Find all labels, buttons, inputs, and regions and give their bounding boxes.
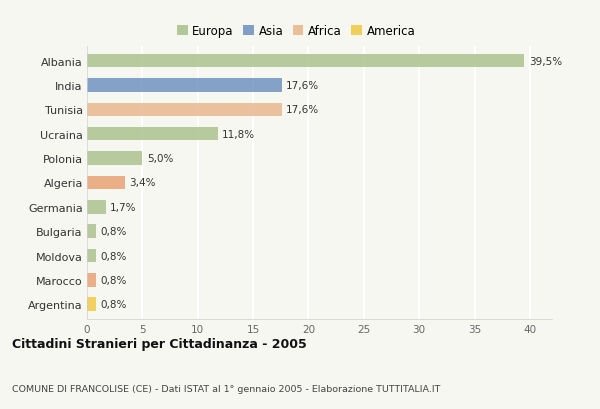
Bar [87,176,125,190]
Text: 5,0%: 5,0% [147,154,173,164]
Bar [87,225,96,238]
Bar [87,298,96,311]
Bar [87,103,282,117]
Bar [87,274,96,287]
Text: 1,7%: 1,7% [110,202,137,212]
Text: COMUNE DI FRANCOLISE (CE) - Dati ISTAT al 1° gennaio 2005 - Elaborazione TUTTITA: COMUNE DI FRANCOLISE (CE) - Dati ISTAT a… [12,384,440,393]
Bar [87,201,106,214]
Bar [87,79,282,92]
Legend: Europa, Asia, Africa, America: Europa, Asia, Africa, America [175,23,418,40]
Bar [87,249,96,263]
Bar [87,152,142,165]
Bar [87,128,218,141]
Text: 0,8%: 0,8% [100,227,127,236]
Text: 0,8%: 0,8% [100,251,127,261]
Text: 17,6%: 17,6% [286,105,319,115]
Text: Cittadini Stranieri per Cittadinanza - 2005: Cittadini Stranieri per Cittadinanza - 2… [12,337,307,350]
Bar [87,55,524,68]
Text: 11,8%: 11,8% [222,130,255,139]
Text: 3,4%: 3,4% [129,178,155,188]
Text: 0,8%: 0,8% [100,275,127,285]
Text: 39,5%: 39,5% [529,56,562,67]
Text: 0,8%: 0,8% [100,299,127,310]
Text: 17,6%: 17,6% [286,81,319,91]
